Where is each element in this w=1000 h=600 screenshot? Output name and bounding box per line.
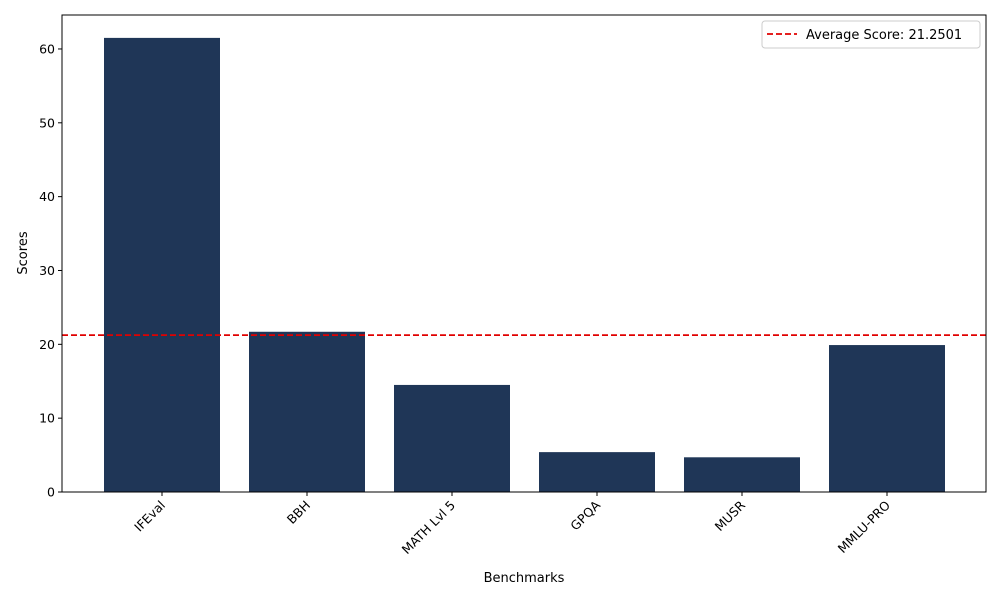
x-tick-label: GPQA	[567, 497, 603, 533]
y-axis-label: Scores	[16, 231, 31, 274]
bar-gpqa	[539, 452, 655, 492]
y-tick-label: 50	[39, 115, 55, 130]
y-tick-label: 0	[47, 485, 55, 500]
x-tick-label: MMLU-PRO	[835, 497, 894, 556]
legend: Average Score: 21.2501	[761, 20, 981, 49]
bar-ifeval	[104, 37, 220, 493]
y-tick-label: 40	[39, 189, 55, 204]
y-tick-label: 20	[39, 337, 55, 352]
y-tick-label: 30	[39, 263, 55, 278]
legend-box	[761, 20, 981, 49]
x-axis: IFEval BBH MATH Lvl 5 GPQA MUSR MMLU-PRO	[131, 492, 893, 557]
x-axis-label: Benchmarks	[484, 571, 565, 586]
y-tick-label: 10	[39, 411, 55, 426]
x-tick-label: BBH	[284, 498, 313, 527]
bar-bbh	[249, 331, 365, 492]
y-tick-label: 60	[39, 41, 55, 56]
bar-mmlu-pro	[829, 345, 945, 492]
y-axis: 0 10 20 30 40 50 60	[39, 41, 62, 500]
legend-entry-average: Average Score: 21.2501	[806, 28, 962, 43]
bars-group	[104, 37, 945, 493]
x-tick-label: MUSR	[712, 497, 749, 534]
bar-math-lvl-5	[394, 384, 510, 492]
x-tick-label: MATH Lvl 5	[399, 498, 458, 557]
x-tick-label: IFEval	[131, 498, 168, 535]
plot-frame	[61, 14, 987, 493]
bar-musr	[684, 457, 800, 492]
